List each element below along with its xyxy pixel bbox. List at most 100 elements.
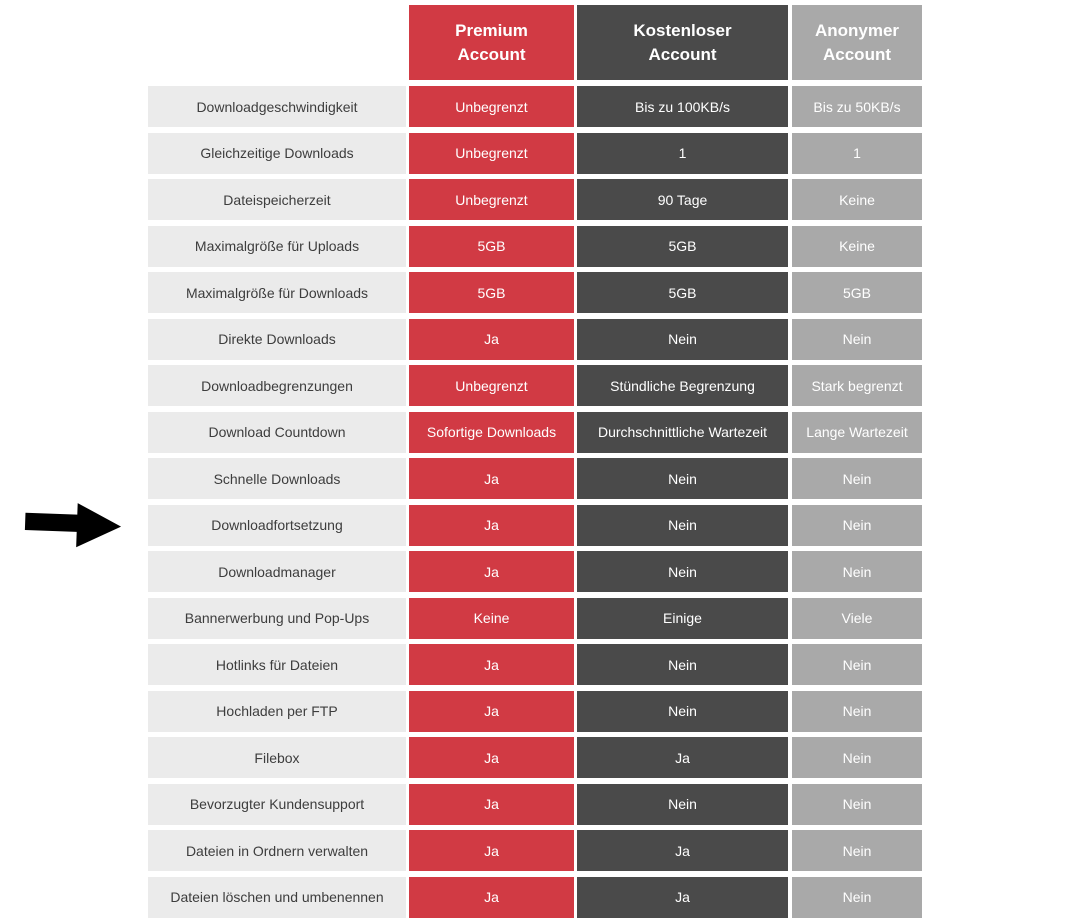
feature-label: Hochladen per FTP [148,690,406,732]
feature-label: Download Countdown [148,411,406,453]
table-row: Bevorzugter Kundensupport Ja Nein Nein [148,783,922,825]
table-row: Gleichzeitige Downloads Unbegrenzt 1 1 [148,132,922,174]
free-value: 5GB [577,272,788,313]
table-row: Dateien in Ordnern verwalten Ja Ja Nein [148,830,922,871]
anonymous-value: Bis zu 50KB/s [792,86,922,127]
premium-value: Ja [409,644,574,685]
free-value: Nein [577,690,788,732]
premium-value: Ja [409,737,574,778]
feature-label: Dateien in Ordnern verwalten [148,830,406,871]
feature-label: Gleichzeitige Downloads [148,132,406,174]
table-row: Bannerwerbung und Pop-Ups Keine Einige V… [148,597,922,639]
free-value: Stündliche Begrenzung [577,365,788,406]
table-row: Schnelle Downloads Ja Nein Nein [148,458,922,499]
table-row: Filebox Ja Ja Nein [148,737,922,778]
free-value: Durchschnittliche Wartezeit [577,411,788,453]
premium-value: Ja [409,504,574,546]
free-value: Ja [577,830,788,871]
feature-label: Hotlinks für Dateien [148,644,406,685]
premium-value: Ja [409,690,574,732]
table-body: Downloadgeschwindigkeit Unbegrenzt Bis z… [148,86,922,918]
free-value: Nein [577,504,788,546]
free-value: Einige [577,597,788,639]
anonymous-value: Nein [792,876,922,918]
table-row: Maximalgröße für Uploads 5GB 5GB Keine [148,225,922,267]
pointer-arrow [23,499,123,555]
premium-value: Ja [409,783,574,825]
anonymous-value: Nein [792,318,922,360]
premium-value: Ja [409,876,574,918]
feature-label: Maximalgröße für Downloads [148,272,406,313]
column-header-anonymous: Anonymer Account [792,5,922,80]
premium-value: Unbegrenzt [409,132,574,174]
table-row: Downloadfortsetzung Ja Nein Nein [148,504,922,546]
free-value: Ja [577,737,788,778]
free-value: Ja [577,876,788,918]
anonymous-value: Keine [792,179,922,220]
anonymous-value: Nein [792,551,922,592]
feature-label: Filebox [148,737,406,778]
free-value: Nein [577,458,788,499]
anonymous-value: Lange Wartezeit [792,411,922,453]
premium-value: Ja [409,830,574,871]
premium-value: Unbegrenzt [409,365,574,406]
table-row: Hotlinks für Dateien Ja Nein Nein [148,644,922,685]
table-row: Direkte Downloads Ja Nein Nein [148,318,922,360]
anonymous-value: 5GB [792,272,922,313]
column-header-premium-line1: Premium [455,20,528,40]
table-row: Downloadgeschwindigkeit Unbegrenzt Bis z… [148,86,922,127]
free-value: 5GB [577,225,788,267]
free-value: Bis zu 100KB/s [577,86,788,127]
anonymous-value: Stark begrenzt [792,365,922,406]
feature-label: Dateispeicherzeit [148,179,406,220]
free-value: Nein [577,644,788,685]
table-row: Dateispeicherzeit Unbegrenzt 90 Tage Kei… [148,179,922,220]
anonymous-value: 1 [792,132,922,174]
premium-value: 5GB [409,225,574,267]
table-header: Premium Account Kostenloser Account Anon… [148,5,922,80]
feature-label: Downloadmanager [148,551,406,592]
feature-label: Downloadgeschwindigkeit [148,86,406,127]
anonymous-value: Nein [792,690,922,732]
table-row: Hochladen per FTP Ja Nein Nein [148,690,922,732]
premium-value: 5GB [409,272,574,313]
anonymous-value: Nein [792,458,922,499]
premium-value: Sofortige Downloads [409,411,574,453]
feature-label: Bevorzugter Kundensupport [148,783,406,825]
feature-label: Direkte Downloads [148,318,406,360]
table-row: Dateien löschen und umbenennen Ja Ja Nei… [148,876,922,918]
premium-value: Unbegrenzt [409,179,574,220]
table-row: Download Countdown Sofortige Downloads D… [148,411,922,453]
anonymous-value: Nein [792,504,922,546]
table-row: Maximalgröße für Downloads 5GB 5GB 5GB [148,272,922,313]
premium-value: Ja [409,551,574,592]
premium-value: Unbegrenzt [409,86,574,127]
free-value: Nein [577,551,788,592]
feature-label: Downloadbegrenzungen [148,365,406,406]
column-header-free-line2: Account [648,44,717,64]
anonymous-value: Nein [792,737,922,778]
column-header-free-line1: Kostenloser [633,20,732,40]
column-header-premium: Premium Account [409,5,574,80]
right-arrow-icon [24,503,122,548]
feature-label: Downloadfortsetzung [148,504,406,546]
anonymous-value: Nein [792,783,922,825]
feature-label: Dateien löschen und umbenennen [148,876,406,918]
anonymous-value: Nein [792,644,922,685]
free-value: 1 [577,132,788,174]
column-header-premium-line2: Account [457,44,526,64]
column-header-free: Kostenloser Account [577,5,788,80]
anonymous-value: Keine [792,225,922,267]
premium-value: Keine [409,597,574,639]
column-header-anonymous-line2: Account [823,44,891,64]
table-row: Downloadmanager Ja Nein Nein [148,551,922,592]
free-value: Nein [577,783,788,825]
free-value: Nein [577,318,788,360]
column-header-anonymous-line1: Anonymer [814,20,900,40]
header-spacer [148,5,406,80]
feature-label: Schnelle Downloads [148,458,406,499]
feature-label: Maximalgröße für Uploads [148,225,406,267]
premium-value: Ja [409,458,574,499]
free-value: 90 Tage [577,179,788,220]
